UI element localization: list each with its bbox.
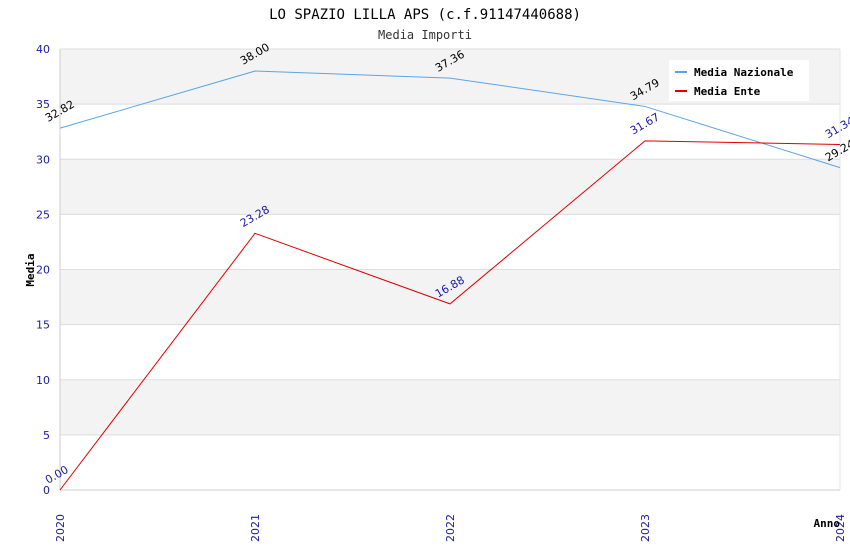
chart-subtitle: Media Importi [378, 28, 472, 42]
grid-band [60, 269, 840, 325]
x-tick-label: 2022 [444, 514, 457, 542]
grid-band [60, 214, 840, 270]
series-line-media-nazionale [59, 70, 841, 169]
y-tick-label: 25 [36, 208, 50, 221]
grid-band [60, 104, 840, 160]
axes [59, 49, 841, 491]
y-tick-label: 20 [36, 264, 50, 277]
chart-title: LO SPAZIO LILLA APS (c.f.91147440688) [269, 7, 581, 23]
y-tick-label: 10 [36, 374, 50, 387]
x-tick-label: 2024 [834, 514, 847, 542]
y-tick-label: 5 [43, 429, 50, 442]
x-ticks: 2020 2021 2022 2023 2024 [54, 514, 847, 542]
x-axis-label: Anno [814, 517, 841, 530]
legend-label: Media Ente [694, 85, 761, 98]
grid-bands [60, 49, 840, 490]
series-line-media-ente [59, 140, 841, 491]
grid-band [60, 379, 840, 435]
x-tick-label: 2021 [249, 514, 262, 542]
series-lines [59, 70, 841, 491]
y-tick-label: 15 [36, 319, 50, 332]
y-tick-label: 40 [36, 43, 50, 56]
y-ticks: 0 5 10 15 20 25 30 35 40 [36, 43, 50, 497]
y-tick-label: 0 [43, 484, 50, 497]
grid-band [60, 159, 840, 215]
y-tick-label: 30 [36, 153, 50, 166]
x-tick-label: 2023 [639, 514, 652, 542]
grid-band [60, 434, 840, 490]
grid-band [60, 324, 840, 380]
legend-box [669, 60, 809, 101]
x-tick-label: 2020 [54, 514, 67, 542]
y-axis-label: Media [24, 253, 37, 286]
legend: Media Nazionale Media Ente [669, 60, 809, 101]
legend-label: Media Nazionale [694, 66, 794, 79]
y-tick-label: 35 [36, 98, 50, 111]
